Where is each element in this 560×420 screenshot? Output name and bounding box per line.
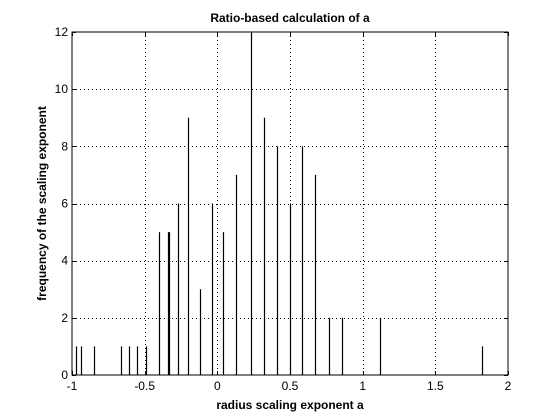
- x-tick-labels: -1 -0.5 0 0.5 1 1.5 2: [67, 379, 512, 393]
- x-tick-label: 1: [359, 379, 366, 393]
- x-tick-label: 0: [214, 379, 221, 393]
- chart-title: Ratio-based calculation of a: [210, 11, 370, 25]
- x-tick-label: -1: [67, 379, 78, 393]
- y-axis-label: frequency of the scaling exponent: [35, 106, 49, 301]
- y-tick-label: 12: [55, 25, 69, 39]
- y-tick-label: 8: [61, 139, 68, 153]
- grid-lines: [72, 32, 508, 375]
- x-tick-label: 1.5: [427, 379, 444, 393]
- x-tick-label: 2: [505, 379, 512, 393]
- y-tick-label: 6: [61, 197, 68, 211]
- y-tick-label: 0: [61, 368, 68, 382]
- x-tick-label: -0.5: [134, 379, 155, 393]
- bars: [75, 32, 484, 375]
- y-tick-label: 4: [61, 254, 68, 268]
- plot-frame: [71, 31, 509, 376]
- x-axis-label: radius scaling exponent a: [216, 398, 364, 412]
- y-tick-labels: 0 2 4 6 8 10 12: [55, 25, 69, 382]
- y-tick-label: 10: [55, 82, 69, 96]
- y-tick-label: 2: [61, 311, 68, 325]
- x-tick-label: 0.5: [282, 379, 299, 393]
